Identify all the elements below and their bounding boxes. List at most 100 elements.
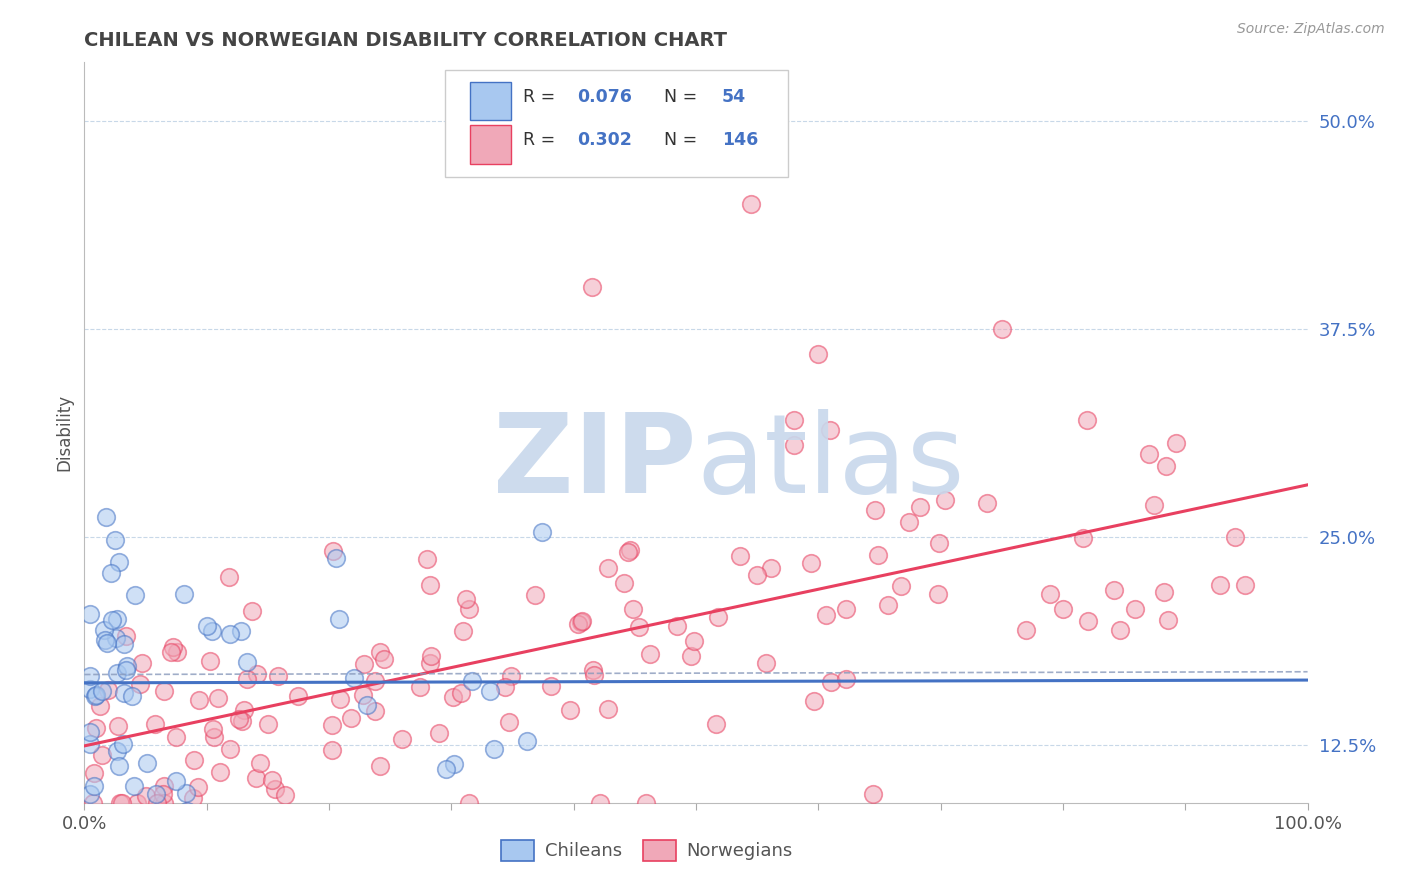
Point [616, 545, 638, 559]
Point [352, 688, 374, 702]
Point [79, 725, 101, 739]
Point [115, 659, 138, 673]
Point [136, 756, 159, 771]
Point [558, 703, 581, 717]
Point [818, 424, 841, 438]
Point [728, 549, 751, 564]
Point [364, 673, 387, 688]
Point [453, 624, 475, 639]
Point [93, 623, 115, 637]
Point [479, 683, 502, 698]
Point [218, 626, 240, 640]
Point [153, 796, 176, 810]
Text: N =: N = [664, 131, 703, 149]
Point [759, 561, 782, 575]
Point [262, 772, 284, 787]
Text: N =: N = [664, 87, 703, 105]
Text: 0.302: 0.302 [578, 131, 633, 149]
Point [115, 663, 138, 677]
Point [114, 629, 136, 643]
Point [1015, 624, 1038, 638]
Point [105, 666, 128, 681]
Point [450, 686, 472, 700]
Point [219, 741, 242, 756]
FancyBboxPatch shape [446, 70, 787, 178]
Point [162, 640, 184, 654]
Point [83, 766, 105, 780]
Point [569, 615, 592, 629]
Point [257, 716, 280, 731]
FancyBboxPatch shape [470, 126, 512, 164]
Point [274, 788, 297, 802]
Legend: Chileans, Norwegians: Chileans, Norwegians [494, 832, 800, 868]
Point [835, 601, 858, 615]
Point [583, 668, 606, 682]
Text: R =: R = [523, 87, 561, 105]
Point [877, 599, 900, 613]
Point [454, 592, 477, 607]
Point [321, 718, 343, 732]
Point [249, 756, 271, 771]
Point [976, 496, 998, 510]
Point [1052, 602, 1074, 616]
Point [107, 555, 129, 569]
Point [1157, 613, 1180, 627]
Point [145, 788, 167, 802]
Point [803, 694, 825, 708]
Point [97, 683, 120, 698]
Point [1223, 529, 1246, 543]
Point [100, 566, 122, 581]
Point [461, 673, 484, 688]
Point [704, 717, 727, 731]
Point [236, 672, 259, 686]
Point [79, 682, 101, 697]
Point [94, 633, 117, 648]
Point [1077, 614, 1099, 628]
Point [202, 722, 225, 736]
Point [523, 588, 546, 602]
Point [927, 587, 949, 601]
Point [634, 796, 657, 810]
Point [1123, 602, 1146, 616]
Point [991, 321, 1014, 335]
Point [176, 785, 198, 799]
Point [105, 612, 128, 626]
Point [79, 788, 101, 802]
FancyBboxPatch shape [470, 82, 512, 120]
Point [267, 669, 290, 683]
Point [228, 712, 250, 726]
Point [588, 796, 610, 810]
Point [127, 796, 149, 810]
Point [218, 570, 240, 584]
Point [1153, 584, 1175, 599]
Point [862, 788, 884, 802]
Point [501, 669, 523, 683]
Point [429, 725, 451, 739]
Point [1164, 435, 1187, 450]
Point [516, 734, 538, 748]
Point [240, 604, 263, 618]
Point [363, 704, 385, 718]
Point [83, 779, 105, 793]
Point [91, 684, 114, 698]
Text: Source: ZipAtlas.com: Source: ZipAtlas.com [1237, 22, 1385, 37]
Point [391, 731, 413, 746]
Point [195, 619, 218, 633]
Point [419, 656, 441, 670]
Point [101, 613, 124, 627]
Point [1073, 531, 1095, 545]
Point [596, 560, 619, 574]
Point [229, 624, 252, 638]
Point [681, 648, 703, 663]
Point [181, 790, 204, 805]
Point [419, 578, 441, 592]
Point [368, 645, 391, 659]
Point [1076, 413, 1098, 427]
Point [638, 647, 661, 661]
Point [457, 602, 479, 616]
Point [1143, 498, 1166, 512]
Point [111, 796, 134, 810]
Point [183, 753, 205, 767]
Point [928, 536, 950, 550]
Point [820, 675, 842, 690]
